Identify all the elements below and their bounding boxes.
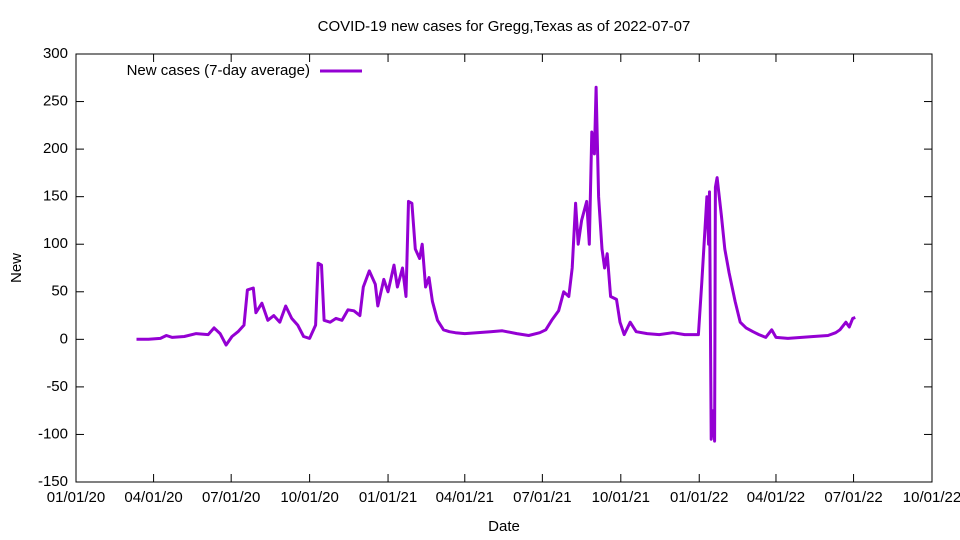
y-tick-label: 150: [43, 188, 68, 205]
x-tick-label: 04/01/22: [747, 489, 805, 506]
x-tick-label: 01/01/20: [47, 489, 105, 506]
plot-frame: [75, 53, 933, 483]
x-tick-label: 10/01/22: [903, 489, 960, 506]
x-tick-label: 10/01/20: [280, 489, 338, 506]
y-tick-label: -100: [38, 425, 68, 442]
x-tick-label: 10/01/21: [592, 489, 650, 506]
x-tick-label: 07/01/20: [202, 489, 260, 506]
x-axis-label: Date: [488, 518, 520, 535]
legend-label: New cases (7-day average): [127, 62, 310, 79]
x-tick-label: 01/01/21: [359, 489, 417, 506]
y-tick-label: -150: [38, 473, 68, 490]
x-tick-label: 04/01/21: [436, 489, 494, 506]
chart-title: COVID-19 new cases for Gregg,Texas as of…: [318, 18, 691, 35]
data-line: [136, 85, 856, 443]
y-tick-label: 0: [60, 330, 68, 347]
x-tick-label: 01/01/22: [670, 489, 728, 506]
y-tick-label: -50: [46, 378, 68, 395]
y-tick-label: 250: [43, 93, 68, 110]
x-tick-label: 07/01/22: [824, 489, 882, 506]
y-tick-label: 50: [51, 283, 68, 300]
x-tick-label: 07/01/21: [513, 489, 571, 506]
y-tick-label: 200: [43, 140, 68, 157]
x-tick-label: 04/01/20: [124, 489, 182, 506]
y-tick-label: 100: [43, 235, 68, 252]
y-tick-label: 300: [43, 45, 68, 62]
y-axis-label: New: [8, 253, 25, 283]
